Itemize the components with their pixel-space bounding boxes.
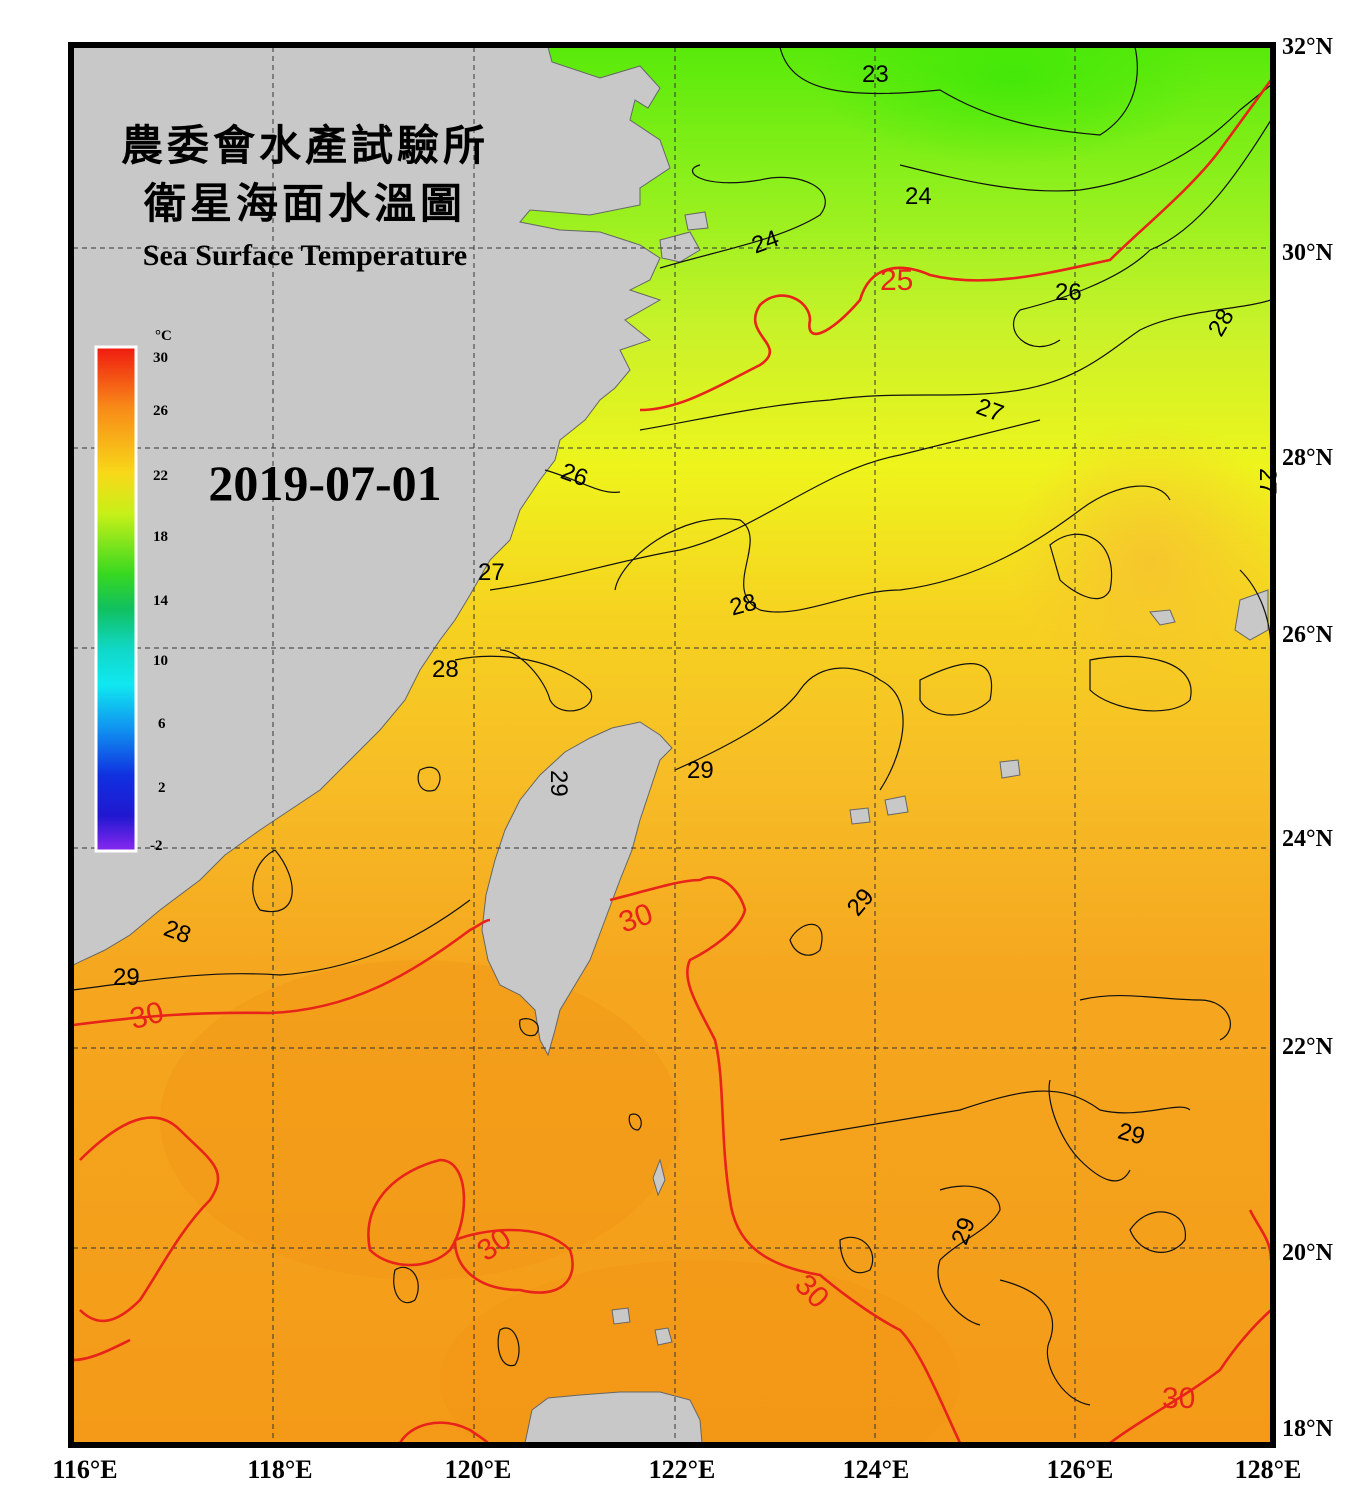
lat-label: 28°N: [1282, 445, 1334, 471]
lon-label: 128°E: [1235, 1455, 1302, 1484]
contour-label-24: 24: [905, 183, 932, 210]
isotherms-red: [73, 79, 1271, 1443]
contour-label-25: 25: [880, 264, 913, 297]
map-frame: [68, 42, 1276, 1448]
colorbar: °C 30 26 22 18 14 10 6 2 -2: [94, 328, 172, 854]
lon-label: 120°E: [445, 1455, 512, 1484]
isotherm-25: [639, 79, 1271, 412]
isotherms-black: [73, 47, 1271, 1406]
contour-label-29: 29: [687, 757, 714, 784]
china-mainland: [73, 47, 671, 966]
land: [73, 47, 1269, 1443]
english-title: Sea Surface Temperature: [143, 239, 467, 272]
colorbar-unit: °C: [155, 328, 172, 344]
colorbar-tick: 26: [153, 403, 169, 419]
isotherm-30-west: [73, 918, 491, 1027]
colorbar-tick: -2: [150, 838, 163, 854]
isotherm-30-loop2: [367, 1158, 466, 1267]
colorbar-tick: 6: [158, 716, 166, 732]
colorbar-tick: 10: [153, 653, 168, 669]
graticule: [73, 47, 1271, 1443]
lat-label: 32°N: [1282, 34, 1334, 60]
lon-label: 122°E: [649, 1455, 716, 1484]
agency-title: 農委會水產試驗所: [121, 121, 489, 170]
lon-label: 124°E: [843, 1455, 910, 1484]
colorbar-tick: 2: [158, 780, 166, 796]
colorbar-tick: 14: [153, 593, 169, 609]
date-label: 2019-07-01: [208, 455, 441, 511]
colorbar-ramp: [94, 345, 138, 853]
product-title: 衛星海面水溫圖: [143, 179, 466, 228]
taiwan-island: [481, 721, 673, 1057]
contour-label-28: 28: [432, 656, 459, 683]
lon-label: 126°E: [1047, 1455, 1114, 1484]
lat-label: 20°N: [1282, 1240, 1334, 1266]
colorbar-tick: 30: [153, 350, 168, 366]
contour-label-29: 29: [545, 770, 572, 797]
lat-label: 18°N: [1282, 1416, 1334, 1442]
lat-label: 22°N: [1282, 1034, 1334, 1060]
contour-label-27: 27: [1254, 468, 1281, 495]
contour-label-26: 26: [1055, 279, 1082, 306]
lat-label: 24°N: [1282, 826, 1334, 852]
colorbar-tick: 18: [153, 529, 168, 545]
lon-label: 116°E: [52, 1455, 117, 1484]
lon-label: 118°E: [247, 1455, 312, 1484]
contour-label-27: 27: [478, 559, 505, 586]
isotherm-30-loop3: [453, 1228, 574, 1294]
isotherm-30-loop1: [79, 1116, 220, 1323]
contour-label-23: 23: [862, 61, 889, 88]
luzon-island: [524, 1391, 703, 1443]
lat-label: 26°N: [1282, 622, 1334, 648]
lat-label: 30°N: [1282, 240, 1334, 266]
colorbar-tick: 22: [153, 468, 168, 484]
isotherm-30-south: [1109, 1309, 1271, 1443]
contour-label-29: 29: [113, 964, 140, 991]
isotherm-30-central: [609, 876, 962, 1443]
contour-label-30: 30: [1162, 1382, 1195, 1415]
longitude-labels: 116°E 118°E 120°E 122°E 124°E 126°E 128°…: [52, 1455, 1301, 1484]
latitude-labels: 32°N 30°N 28°N 26°N 24°N 22°N 20°N 18°N: [1282, 34, 1334, 1442]
